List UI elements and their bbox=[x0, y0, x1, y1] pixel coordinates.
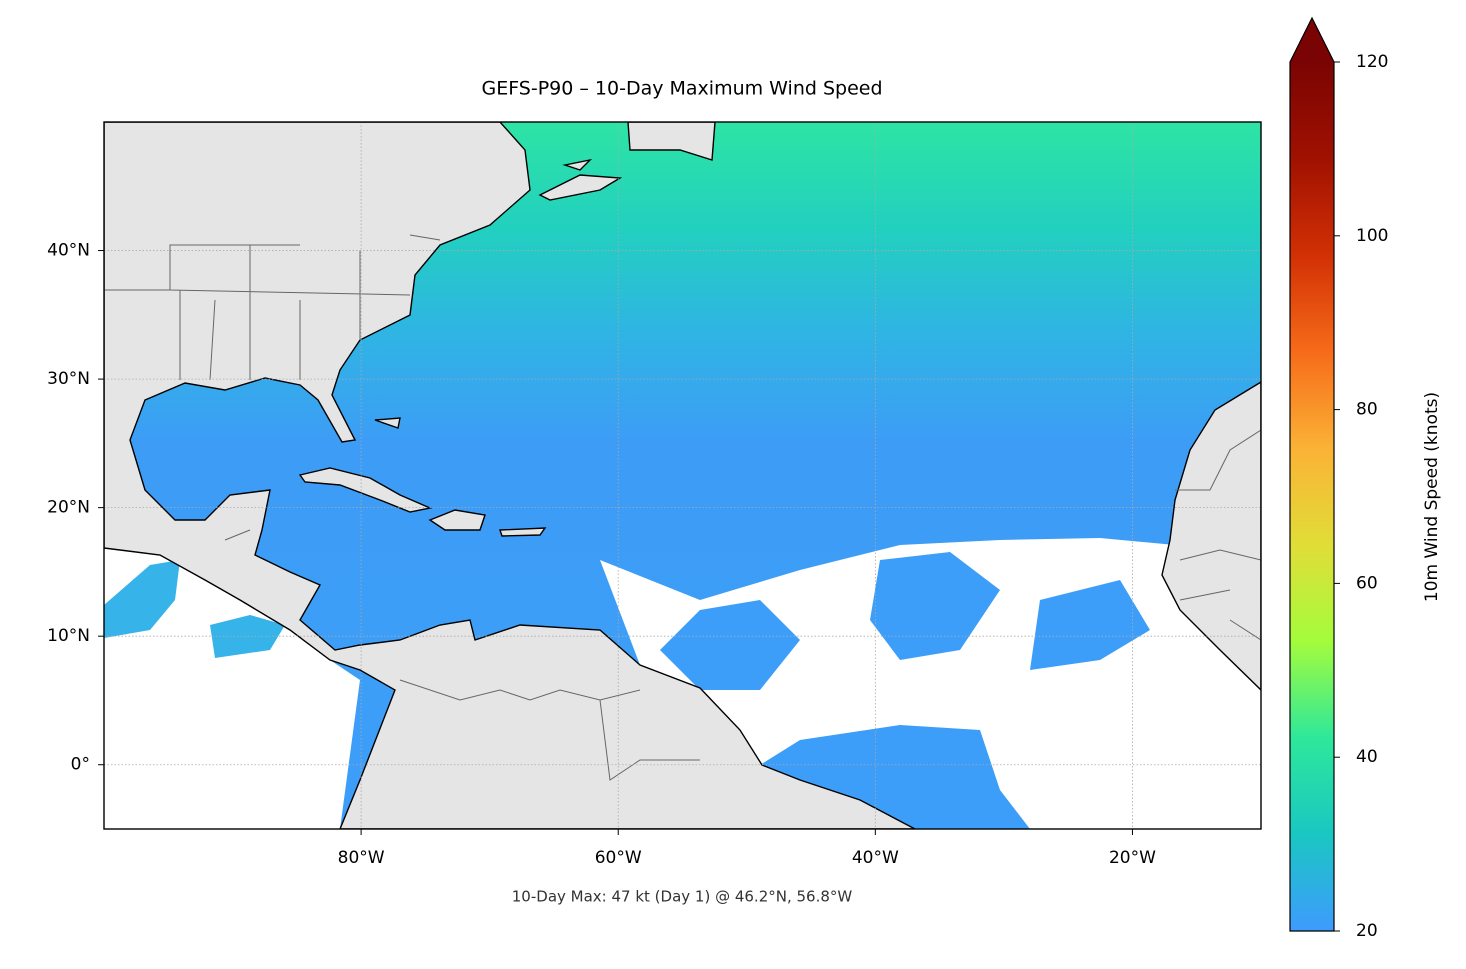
plot-frame bbox=[103, 121, 1262, 830]
colorbar-tick-label: 120 bbox=[1356, 52, 1388, 72]
colorbar-tick-label: 40 bbox=[1356, 747, 1378, 767]
chart-title: GEFS-P90 – 10-Day Maximum Wind Speed bbox=[481, 78, 882, 100]
colorbar-outline bbox=[1289, 16, 1335, 932]
border bbox=[104, 234, 1261, 781]
colorbar-tick-label: 80 bbox=[1356, 400, 1378, 420]
y-tick-label: 0° bbox=[71, 755, 90, 775]
y-tick-label: 30°N bbox=[47, 369, 90, 389]
annotation: 10-Day Max: 47 kt (Day 1) @ 46.2°N, 56.8… bbox=[512, 888, 853, 906]
map bbox=[104, 122, 1261, 829]
colorbar-tick-label: 100 bbox=[1356, 226, 1388, 246]
y-tick-label: 10°N bbox=[47, 626, 90, 646]
x-tick-label: 80°W bbox=[338, 848, 385, 868]
land bbox=[538, 122, 716, 201]
colorbar-extension bbox=[1290, 18, 1334, 62]
colorbar-tick-label: 20 bbox=[1356, 921, 1378, 941]
land bbox=[1161, 381, 1261, 691]
x-tick-label: 20°W bbox=[1109, 848, 1156, 868]
land bbox=[298, 417, 547, 537]
wind-patch bbox=[104, 560, 285, 658]
land bbox=[104, 122, 916, 829]
y-tick-label: 40°N bbox=[47, 241, 90, 261]
colorbar-tick-label: 60 bbox=[1356, 573, 1378, 593]
colorbar bbox=[1290, 62, 1334, 931]
y-tick-label: 20°N bbox=[47, 498, 90, 518]
x-tick-label: 60°W bbox=[595, 848, 642, 868]
wind-patch bbox=[660, 552, 1150, 690]
x-tick-label: 40°W bbox=[852, 848, 899, 868]
colorbar-label: 10m Wind Speed (knots) bbox=[1422, 392, 1442, 602]
no-data-area bbox=[104, 548, 360, 829]
